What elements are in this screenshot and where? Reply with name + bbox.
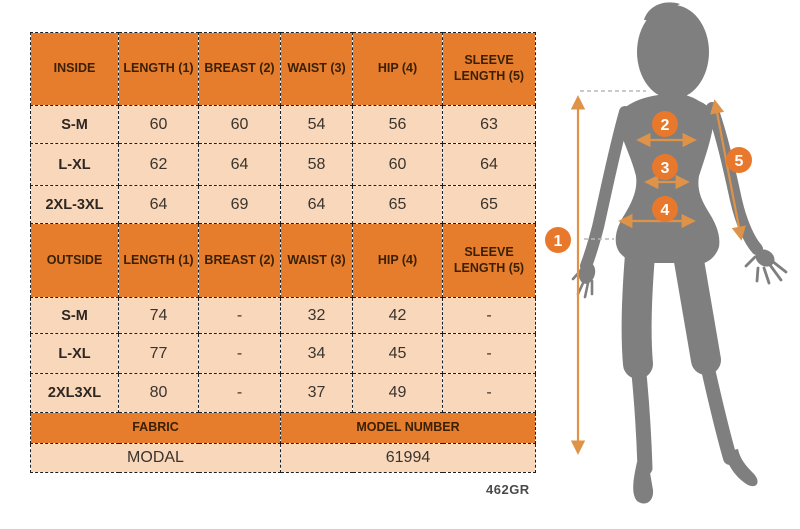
- value-cell: -: [198, 297, 281, 334]
- model-number-header: MODEL NUMBER: [280, 412, 536, 444]
- value-cell: 74: [118, 297, 199, 334]
- value-cell: 58: [280, 143, 353, 186]
- marker-5: 5: [726, 147, 752, 173]
- marker-4: 4: [652, 196, 678, 222]
- value-cell: 60: [352, 143, 443, 186]
- marker-2: 2: [652, 111, 678, 137]
- sleeve-arrow-icon: [710, 99, 746, 241]
- value-cell: 69: [198, 185, 281, 224]
- value-cell: 64: [118, 185, 199, 224]
- table-row: S-M 74 - 32 42 -: [30, 297, 536, 334]
- marker-4-label: 4: [661, 202, 670, 219]
- column-header: LENGTH (1): [118, 223, 199, 298]
- value-cell: 65: [442, 185, 536, 224]
- value-cell: -: [198, 333, 281, 374]
- fabric-header: FABRIC: [30, 412, 281, 444]
- column-header: SLEEVE LENGTH (5): [442, 223, 536, 298]
- table-row: INSIDE LENGTH (1) BREAST (2) WAIST (3) H…: [30, 32, 536, 106]
- value-cell: 80: [118, 373, 199, 413]
- marker-5-label: 5: [735, 153, 744, 170]
- table-row: L-XL 62 64 58 60 64: [30, 143, 536, 186]
- value-cell: 64: [198, 143, 281, 186]
- size-label: L-XL: [30, 143, 119, 186]
- marker-2-label: 2: [661, 117, 670, 134]
- measurement-figure: 1 2 3 4 5: [540, 0, 800, 529]
- body-silhouette-diagram: 1 2 3 4 5: [545, 2, 788, 504]
- table-row: 2XL-3XL 64 69 64 65 65: [30, 185, 536, 224]
- column-header: BREAST (2): [198, 32, 281, 106]
- value-cell: 56: [352, 105, 443, 144]
- value-cell: 45: [352, 333, 443, 374]
- value-cell: 42: [352, 297, 443, 334]
- value-cell: 77: [118, 333, 199, 374]
- size-label: 2XL3XL: [30, 373, 119, 413]
- model-number-value: 61994: [280, 443, 536, 473]
- value-cell: 62: [118, 143, 199, 186]
- value-cell: 63: [442, 105, 536, 144]
- value-cell: 54: [280, 105, 353, 144]
- column-header: HIP (4): [352, 223, 443, 298]
- size-label: S-M: [30, 297, 119, 334]
- value-cell: 49: [352, 373, 443, 413]
- style-code: 462GR: [486, 482, 530, 497]
- value-cell: -: [442, 373, 536, 413]
- column-header: WAIST (3): [280, 32, 353, 106]
- column-header: BREAST (2): [198, 223, 281, 298]
- size-chart-table: INSIDE LENGTH (1) BREAST (2) WAIST (3) H…: [30, 32, 536, 473]
- value-cell: 32: [280, 297, 353, 334]
- marker-1: 1: [545, 227, 571, 253]
- size-label: S-M: [30, 105, 119, 144]
- value-cell: -: [442, 297, 536, 334]
- value-cell: 60: [118, 105, 199, 144]
- column-header: OUTSIDE: [30, 223, 119, 298]
- value-cell: -: [198, 373, 281, 413]
- marker-3: 3: [652, 154, 678, 180]
- column-header: LENGTH (1): [118, 32, 199, 106]
- value-cell: 37: [280, 373, 353, 413]
- table-row: MODAL 61994: [30, 443, 536, 473]
- column-header: INSIDE: [30, 32, 119, 106]
- table-row: S-M 60 60 54 56 63: [30, 105, 536, 144]
- column-header: SLEEVE LENGTH (5): [442, 32, 536, 106]
- marker-1-label: 1: [554, 233, 563, 250]
- column-header: HIP (4): [352, 32, 443, 106]
- table-row: OUTSIDE LENGTH (1) BREAST (2) WAIST (3) …: [30, 223, 536, 298]
- marker-3-label: 3: [661, 160, 670, 177]
- value-cell: -: [442, 333, 536, 374]
- fabric-value: MODAL: [30, 443, 281, 473]
- value-cell: 34: [280, 333, 353, 374]
- value-cell: 64: [442, 143, 536, 186]
- size-label: 2XL-3XL: [30, 185, 119, 224]
- column-header: WAIST (3): [280, 223, 353, 298]
- table-row: FABRIC MODEL NUMBER: [30, 412, 536, 444]
- value-cell: 64: [280, 185, 353, 224]
- size-label: L-XL: [30, 333, 119, 374]
- woman-silhouette-icon: [571, 2, 788, 504]
- table-row: 2XL3XL 80 - 37 49 -: [30, 373, 536, 413]
- value-cell: 60: [198, 105, 281, 144]
- value-cell: 65: [352, 185, 443, 224]
- size-table-container: INSIDE LENGTH (1) BREAST (2) WAIST (3) H…: [30, 32, 536, 473]
- table-row: L-XL 77 - 34 45 -: [30, 333, 536, 374]
